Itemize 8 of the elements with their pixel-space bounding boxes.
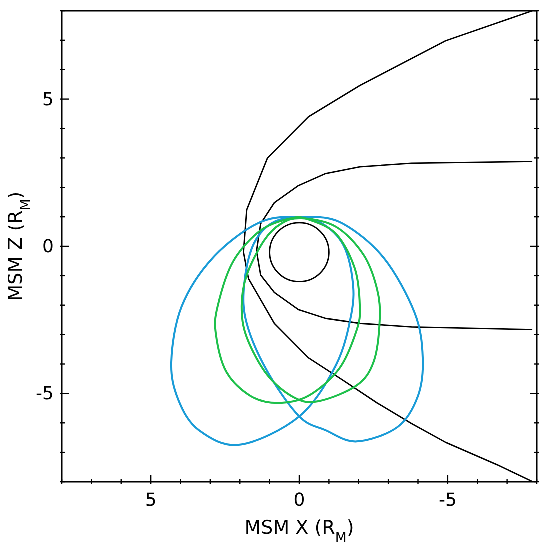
y-tick-label: 5 [42, 89, 54, 110]
x-tick-label: 0 [294, 490, 306, 511]
x-tick-label: 5 [145, 490, 157, 511]
x-tick-label: -5 [438, 490, 457, 511]
x-axis-title: MSM X (R$_{M}$) [244, 517, 354, 544]
line-series [256, 161, 534, 331]
y-tick-label: -5 [36, 384, 54, 405]
y-tick-label: 0 [42, 236, 54, 258]
